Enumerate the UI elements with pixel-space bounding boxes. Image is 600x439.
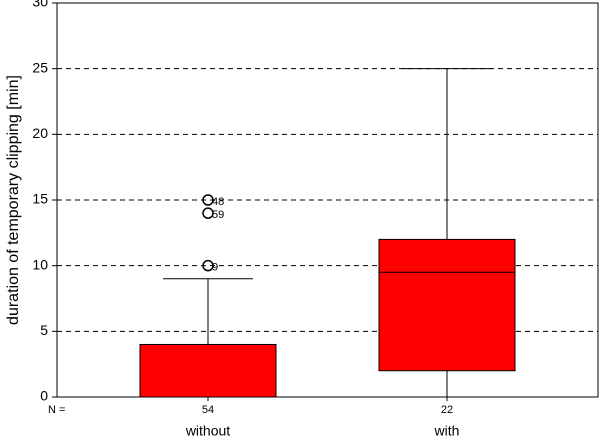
outlier-label: 9: [212, 262, 218, 274]
box: [139, 343, 277, 398]
outlier: [202, 259, 214, 272]
outlier: [202, 207, 214, 219]
y-tick-label: 5: [40, 322, 48, 338]
outlier-label: 59: [212, 209, 224, 221]
n-value: 22: [441, 404, 453, 416]
outlier-label: 48: [212, 196, 224, 208]
y-tick-label: 20: [32, 125, 48, 141]
box: [378, 238, 516, 372]
y-tick-label: 15: [32, 191, 48, 207]
y-tick-label: 30: [32, 0, 48, 10]
x-tick-label: without: [185, 423, 230, 439]
y-tick-label: 0: [40, 388, 48, 404]
x-tick-label: with: [434, 423, 460, 439]
y-tick-label: 10: [32, 256, 48, 272]
outlier: [202, 194, 214, 206]
y-tick-label: 25: [32, 59, 48, 75]
n-value: 54: [202, 404, 214, 416]
n-label: N =: [48, 404, 65, 416]
y-axis-label: duration of temporary clipping [min]: [5, 75, 22, 325]
